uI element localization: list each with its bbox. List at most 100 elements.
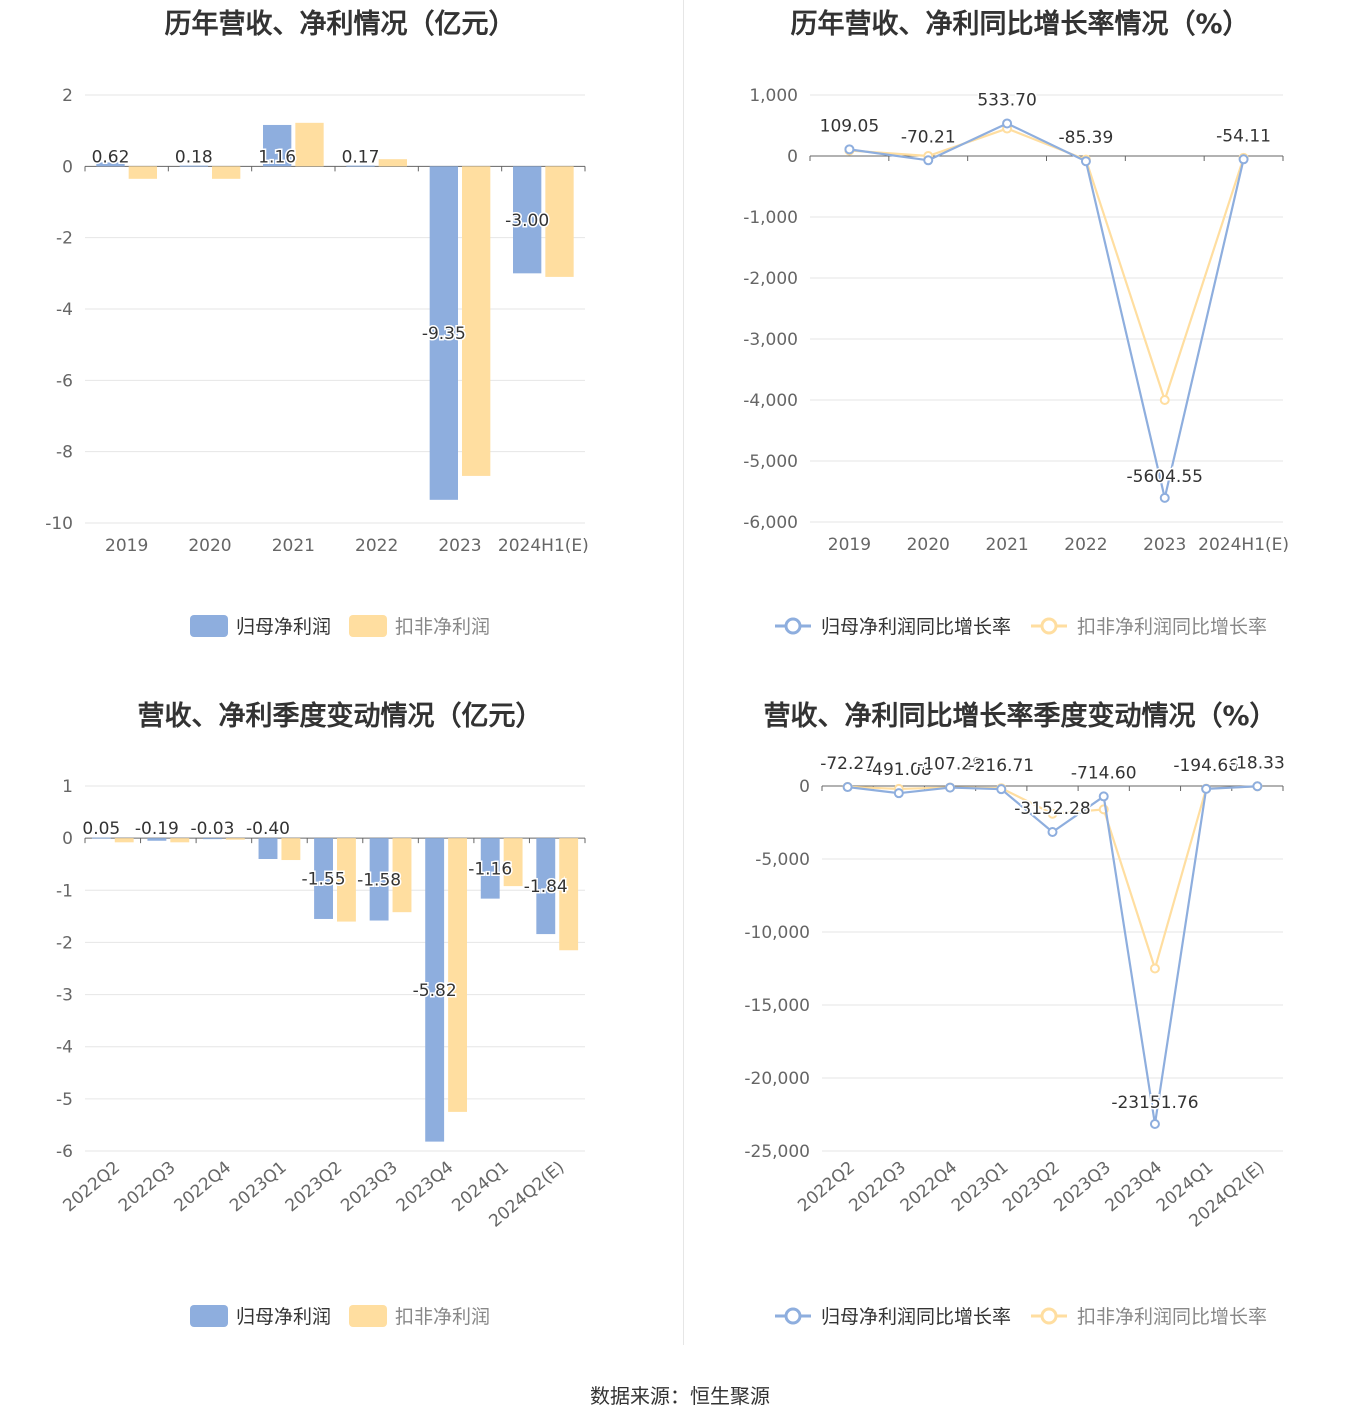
data-label: -194.66 bbox=[1173, 756, 1239, 776]
footer-label: 数据来源： bbox=[590, 1384, 690, 1408]
x-tick-label: 2023 bbox=[438, 536, 481, 556]
data-label: -5604.55 bbox=[1127, 467, 1203, 487]
y-tick-label: -3,000 bbox=[743, 330, 798, 350]
chart-title: 历年营收、净利同比增长率情况（%） bbox=[790, 9, 1250, 40]
x-tick-label: 2022Q3 bbox=[846, 1158, 911, 1217]
legend-label: 扣非净利润同比增长率 bbox=[1077, 1306, 1268, 1328]
y-tick-label: -5 bbox=[56, 1090, 73, 1110]
point-series1 bbox=[1002, 118, 1013, 129]
bar-series2 bbox=[225, 838, 245, 840]
point-series1 bbox=[1047, 827, 1058, 838]
y-tick-label: -6 bbox=[56, 1142, 73, 1162]
point-series1 bbox=[923, 155, 934, 166]
bar-series2 bbox=[212, 166, 241, 179]
x-tick-label: 2020 bbox=[188, 536, 231, 556]
legend-item-series2[interactable]: 扣非净利润同比增长率 bbox=[1029, 1302, 1267, 1329]
data-label: -107.28 bbox=[917, 755, 983, 775]
y-tick-label: -1,000 bbox=[743, 208, 798, 228]
y-tick-label: 0 bbox=[799, 777, 810, 797]
bar-series1 bbox=[429, 166, 458, 500]
legend: 归母净利润同比增长率 扣非净利润同比增长率 bbox=[680, 1302, 1360, 1329]
bar-series2 bbox=[337, 838, 356, 922]
y-tick-label: -4,000 bbox=[743, 391, 798, 411]
y-tick-label: -15,000 bbox=[744, 996, 810, 1016]
data-label: -1.84 bbox=[524, 877, 568, 897]
legend-line-swatch bbox=[1031, 1307, 1067, 1324]
data-label: -85.39 bbox=[1059, 128, 1114, 148]
data-label: -5.82 bbox=[413, 981, 457, 1001]
legend-item-series2[interactable]: 扣非净利润 bbox=[349, 612, 490, 639]
data-label: 0.62 bbox=[92, 147, 130, 167]
chart-panel-quarterly-growth: 营收、净利同比增长率季度变动情况（%） 0 -5,000 -10,000 -15,00… bbox=[680, 690, 1360, 1380]
y-tick-label: -2 bbox=[56, 229, 73, 249]
y-tick-label: 0 bbox=[787, 147, 798, 167]
x-tick-label: 2019 bbox=[105, 536, 148, 556]
x-tick-label: 2024H1(E) bbox=[1198, 535, 1289, 555]
bar-series1 bbox=[314, 838, 333, 919]
y-tick-label: -5,000 bbox=[755, 850, 810, 870]
bar-series1 bbox=[258, 838, 278, 859]
panel-divider bbox=[683, 0, 684, 1345]
legend-item-series2[interactable]: 扣非净利润同比增长率 bbox=[1029, 612, 1267, 639]
legend-line-swatch bbox=[1031, 617, 1067, 634]
bar-chart-quarterly-profit: 10-1-2-3-4-5-62022Q22022Q32022Q42023Q120… bbox=[56, 777, 586, 1232]
data-label: -714.60 bbox=[1071, 763, 1137, 783]
legend-item-series1[interactable]: 归母净利润同比增长率 bbox=[773, 1302, 1011, 1329]
legend-item-series1[interactable]: 归母净利润同比增长率 bbox=[773, 612, 1011, 639]
data-label: 0.05 bbox=[82, 819, 120, 839]
bar-series2 bbox=[392, 838, 412, 913]
y-tick-label: -10 bbox=[45, 514, 73, 534]
x-tick-label: 2023Q1 bbox=[948, 1158, 1013, 1217]
point-series1 bbox=[844, 144, 855, 155]
point-series1 bbox=[1098, 791, 1109, 802]
y-tick-label: -25,000 bbox=[744, 1142, 810, 1162]
point-series2 bbox=[1149, 963, 1160, 974]
x-tick-label: 2023Q2 bbox=[282, 1158, 347, 1217]
data-label: 533.70 bbox=[977, 90, 1036, 110]
footer-source: 数据来源：恒生聚源 bbox=[0, 1380, 1360, 1409]
bar-series1 bbox=[263, 124, 292, 167]
x-tick-label: 2022Q4 bbox=[897, 1158, 962, 1217]
bar-series2 bbox=[114, 838, 134, 843]
data-label: -3.00 bbox=[505, 211, 549, 231]
legend-item-series1[interactable]: 归母净利润 bbox=[189, 1302, 331, 1329]
point-series1 bbox=[1252, 781, 1263, 792]
point-series1 bbox=[1201, 783, 1212, 794]
y-tick-label: -6,000 bbox=[743, 513, 798, 533]
x-tick-label: 2023Q3 bbox=[337, 1158, 402, 1217]
x-tick-label: 2022Q3 bbox=[115, 1158, 180, 1217]
legend-label: 归母净利润同比增长率 bbox=[820, 616, 1011, 638]
y-tick-label: -10,000 bbox=[744, 923, 810, 943]
legend-label: 归母净利润 bbox=[235, 1306, 331, 1328]
data-label: -9.35 bbox=[422, 324, 466, 344]
bar-series1 bbox=[346, 165, 375, 167]
legend-label: 扣非净利润 bbox=[395, 1306, 491, 1328]
x-tick-label: 2022Q2 bbox=[59, 1158, 124, 1217]
line-chart-quarterly-growth: 0-5,000-10,000-15,000-20,000-25,0002022Q… bbox=[744, 752, 1286, 1232]
point-series1 bbox=[996, 784, 1007, 795]
y-tick-label: 0 bbox=[62, 157, 73, 177]
bar-series1 bbox=[513, 166, 542, 274]
chart-title: 历年营收、净利情况（亿元） bbox=[164, 9, 516, 40]
x-tick-label: 2022 bbox=[355, 536, 398, 556]
point-series1 bbox=[893, 788, 904, 799]
y-tick-label: 0 bbox=[62, 829, 73, 849]
point-series1 bbox=[1149, 1119, 1160, 1130]
legend-item-series2[interactable]: 扣非净利润 bbox=[349, 1302, 490, 1329]
bar-series2 bbox=[128, 166, 157, 179]
data-label: -0.40 bbox=[246, 819, 290, 839]
legend-item-series1[interactable]: 归母净利润 bbox=[189, 612, 331, 639]
chart-panel-annual-profit: 历年营收、净利情况（亿元） 2 0 -2 -4 -6 -8 -10 2019 2020 2021 2… bbox=[0, 0, 680, 690]
x-tick-label: 2021 bbox=[985, 535, 1028, 555]
legend-label: 归母净利润同比增长率 bbox=[820, 1306, 1011, 1328]
y-tick-label: 1,000 bbox=[749, 86, 798, 106]
data-label: -1.58 bbox=[357, 870, 401, 890]
bar-series2 bbox=[378, 159, 407, 167]
x-tick-label: 2021 bbox=[272, 536, 315, 556]
legend-label: 扣非净利润同比增长率 bbox=[1077, 616, 1268, 638]
y-tick-label: -2,000 bbox=[743, 269, 798, 289]
y-tick-label: -1 bbox=[56, 881, 73, 901]
bar-series1 bbox=[369, 838, 389, 921]
x-tick-label: 2023Q4 bbox=[1102, 1158, 1167, 1217]
y-tick-label: 2 bbox=[62, 86, 73, 106]
